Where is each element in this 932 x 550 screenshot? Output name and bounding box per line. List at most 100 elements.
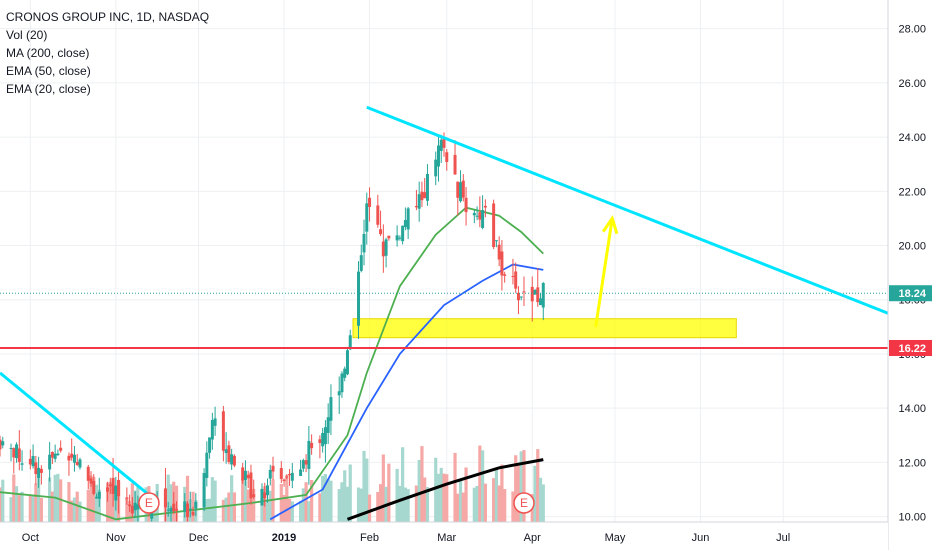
volume-bar bbox=[326, 478, 330, 522]
volume-bar bbox=[356, 487, 361, 522]
y-tick-label: 10.00 bbox=[898, 512, 926, 524]
candle-body bbox=[34, 462, 38, 475]
candle-body bbox=[172, 503, 176, 512]
volume-bar bbox=[378, 484, 383, 522]
volume-bar bbox=[345, 486, 350, 522]
candle-body bbox=[1, 441, 5, 446]
volume-bar bbox=[210, 477, 214, 522]
candle-body bbox=[459, 182, 463, 202]
volume-bar bbox=[348, 464, 352, 522]
trendline bbox=[366, 105, 889, 315]
legend-ema20[interactable]: EMA (20, close) bbox=[6, 82, 91, 96]
candle-body bbox=[252, 494, 256, 498]
candle-body bbox=[224, 449, 228, 454]
earnings-marker-label: E bbox=[145, 496, 153, 510]
volume-bar bbox=[207, 498, 212, 522]
volume-bar bbox=[414, 485, 419, 522]
x-tick-label: Feb bbox=[360, 532, 379, 544]
x-tick-label: Jul bbox=[776, 532, 790, 544]
legend-volume[interactable]: Vol (20) bbox=[6, 28, 48, 42]
volume-bar bbox=[14, 486, 19, 522]
candle-body bbox=[425, 173, 429, 201]
candle-body bbox=[97, 491, 101, 499]
earnings-marker bbox=[138, 492, 160, 514]
support-zone-layer[interactable] bbox=[352, 318, 737, 339]
candle-body bbox=[365, 203, 369, 232]
volume-bar bbox=[205, 498, 209, 522]
volume-bar bbox=[436, 473, 441, 522]
candle-body bbox=[445, 152, 449, 162]
candle-body bbox=[282, 479, 286, 482]
volume-bar bbox=[417, 459, 421, 522]
x-tick-label: Oct bbox=[22, 532, 39, 544]
candle-body bbox=[230, 454, 234, 465]
volume-bar bbox=[185, 475, 190, 522]
volume-bar bbox=[340, 482, 344, 522]
volume-bar bbox=[301, 488, 305, 522]
volume-bar bbox=[70, 500, 74, 522]
candle-body bbox=[202, 473, 206, 508]
volume-bar bbox=[279, 483, 283, 522]
candle-body bbox=[539, 298, 543, 306]
candle-body bbox=[318, 439, 322, 444]
volume-bar bbox=[483, 483, 487, 522]
candle-body bbox=[28, 458, 32, 465]
candle-body bbox=[362, 233, 366, 253]
candle-body bbox=[67, 455, 71, 461]
candle-body bbox=[221, 411, 225, 451]
candle-body bbox=[86, 466, 90, 481]
candle-body bbox=[169, 507, 173, 512]
ma-line bbox=[0, 206, 544, 521]
candle-body bbox=[368, 197, 372, 207]
time-axis[interactable]: Oct Nov Dec 2019 Feb Mar Apr May Jun Jul bbox=[0, 521, 888, 550]
volume-bar bbox=[39, 497, 43, 522]
candle-body bbox=[456, 181, 460, 198]
x-tick-label: Nov bbox=[106, 532, 126, 544]
volume-bar bbox=[86, 489, 90, 522]
volume-bar bbox=[516, 464, 521, 522]
volume-bar bbox=[50, 491, 54, 522]
candle-body bbox=[323, 427, 327, 445]
volume-bar bbox=[533, 465, 537, 522]
candle-body bbox=[541, 282, 545, 308]
trendline bbox=[0, 371, 150, 497]
candle-body bbox=[299, 469, 303, 476]
candle-body bbox=[475, 215, 479, 217]
candle-body bbox=[266, 485, 270, 496]
volume-bar bbox=[75, 491, 79, 522]
volume-bar bbox=[323, 474, 328, 522]
candle-body bbox=[243, 470, 247, 481]
volume-bar bbox=[89, 475, 93, 522]
projection-arrow bbox=[594, 218, 614, 328]
volume-bar bbox=[464, 467, 468, 522]
candle-body bbox=[494, 240, 498, 242]
volume-bar bbox=[381, 454, 385, 522]
candle-body bbox=[516, 292, 520, 301]
volume-bar bbox=[445, 474, 449, 522]
price-axis[interactable]: 10.0012.0014.0016.0018.0020.0022.0024.00… bbox=[887, 0, 932, 550]
x-tick-label: Jun bbox=[692, 532, 710, 544]
price-label: 18.24 bbox=[898, 288, 926, 300]
candle-body bbox=[37, 467, 41, 478]
volume-bar bbox=[398, 485, 402, 522]
volume-bar bbox=[395, 468, 399, 522]
x-tick-label: 2019 bbox=[272, 532, 296, 544]
legend-ma200[interactable]: MA (200, close) bbox=[6, 46, 90, 60]
candle-body bbox=[31, 455, 35, 467]
legend-symbol[interactable]: CRONOS GROUP INC, 1D, NASDAQ bbox=[6, 10, 210, 24]
y-tick-label: 22.00 bbox=[898, 186, 926, 198]
drawings[interactable] bbox=[0, 105, 889, 497]
legend-ema50[interactable]: EMA (50, close) bbox=[6, 64, 91, 78]
volume-bar bbox=[458, 478, 463, 522]
candle-body bbox=[357, 271, 361, 326]
candle-body bbox=[348, 335, 352, 350]
volume-bar bbox=[453, 452, 457, 522]
candle-body bbox=[492, 203, 496, 248]
volume-bar bbox=[252, 488, 256, 522]
candle-body bbox=[500, 251, 504, 276]
candle-body bbox=[0, 439, 2, 450]
volume-bar bbox=[243, 480, 248, 522]
candle-body bbox=[285, 476, 289, 478]
